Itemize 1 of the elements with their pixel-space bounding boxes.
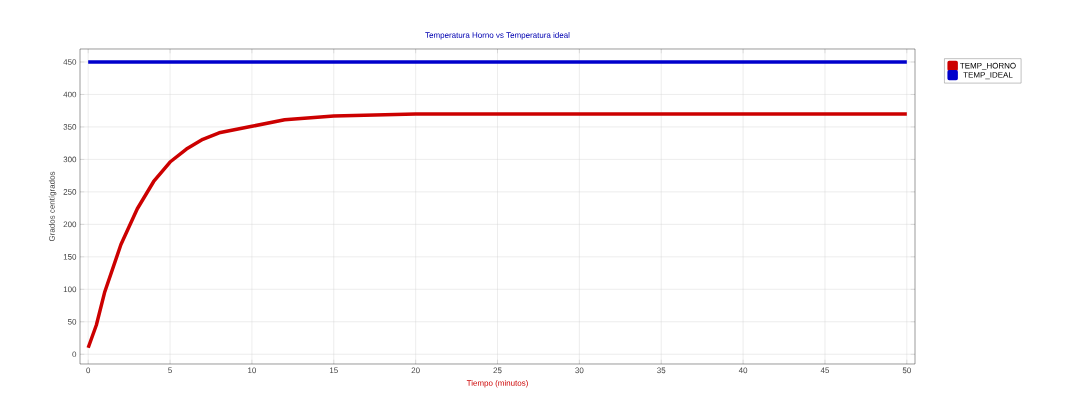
line-series <box>86 112 909 350</box>
